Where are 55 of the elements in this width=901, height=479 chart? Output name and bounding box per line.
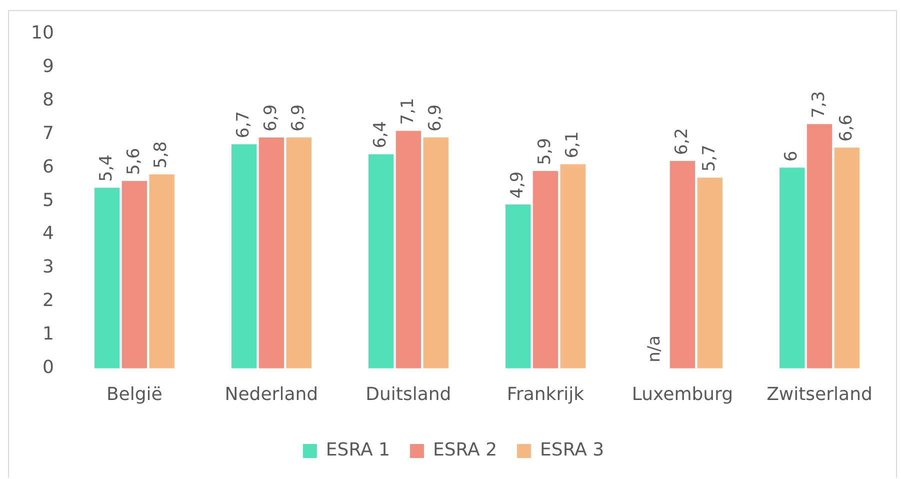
bar: [286, 138, 312, 368]
x-tick-label: Zwitserland: [766, 384, 872, 405]
bar: [396, 130, 422, 368]
data-label: 6,6: [836, 114, 856, 142]
legend-label: ESRA 2: [432, 440, 498, 461]
data-label: 6,9: [260, 104, 281, 132]
y-tick-label: 0: [42, 357, 54, 378]
data-label: 7,1: [398, 98, 418, 125]
data-label: 7,3: [808, 91, 829, 118]
legend-label: ESRA 3: [540, 440, 604, 461]
data-label: 6,9: [288, 104, 308, 132]
bar: [532, 170, 558, 368]
bar: [149, 174, 174, 368]
data-label: 6,9: [425, 104, 446, 132]
bar: [505, 204, 531, 368]
text: n/a: [644, 335, 664, 362]
bar: [231, 144, 257, 368]
bar: [423, 138, 448, 368]
data-label: 6,2: [672, 128, 692, 155]
x-tick-label: Frankrijk: [506, 384, 585, 405]
y-tick-label: 4: [42, 223, 54, 244]
x-tick-label: België: [106, 384, 162, 405]
bar: [94, 188, 120, 368]
bar: [258, 138, 284, 368]
data-label: 5,6: [124, 148, 144, 176]
bar: [806, 124, 832, 368]
bar: [834, 148, 860, 368]
y-tick-label: 2: [42, 290, 54, 312]
data-label: 6,1: [562, 131, 582, 158]
bar: [368, 154, 394, 368]
y-tick-label: 6: [42, 156, 54, 178]
y-tick-label: 3: [42, 256, 54, 278]
bar: [697, 178, 722, 368]
bar: [670, 160, 696, 368]
data-label: 6: [782, 150, 802, 162]
data-label: 6,7: [233, 111, 254, 138]
x-tick-label: Nederland: [224, 384, 318, 405]
data-label: 6,4: [370, 121, 390, 148]
data-label: 5,4: [96, 154, 116, 182]
x-tick-label: Luxemburg: [632, 384, 734, 405]
bar: [779, 168, 805, 368]
data-label: 5,7: [699, 144, 720, 172]
y-tick-label: 8: [42, 89, 54, 110]
y-tick-label: 9: [42, 56, 54, 77]
data-label: 4,9: [507, 171, 528, 198]
y-tick-label: 10: [31, 22, 54, 44]
data-label: 5,8: [151, 141, 172, 168]
y-tick-label: 5: [42, 190, 54, 211]
x-tick-label: Duitsland: [366, 384, 452, 405]
bar: [122, 181, 148, 368]
bar: [560, 164, 586, 368]
y-tick-label: 7: [42, 122, 54, 144]
y-tick-label: 1: [42, 324, 54, 345]
legend-label: ESRA 1: [326, 440, 390, 461]
data-label: 5,9: [534, 138, 555, 165]
